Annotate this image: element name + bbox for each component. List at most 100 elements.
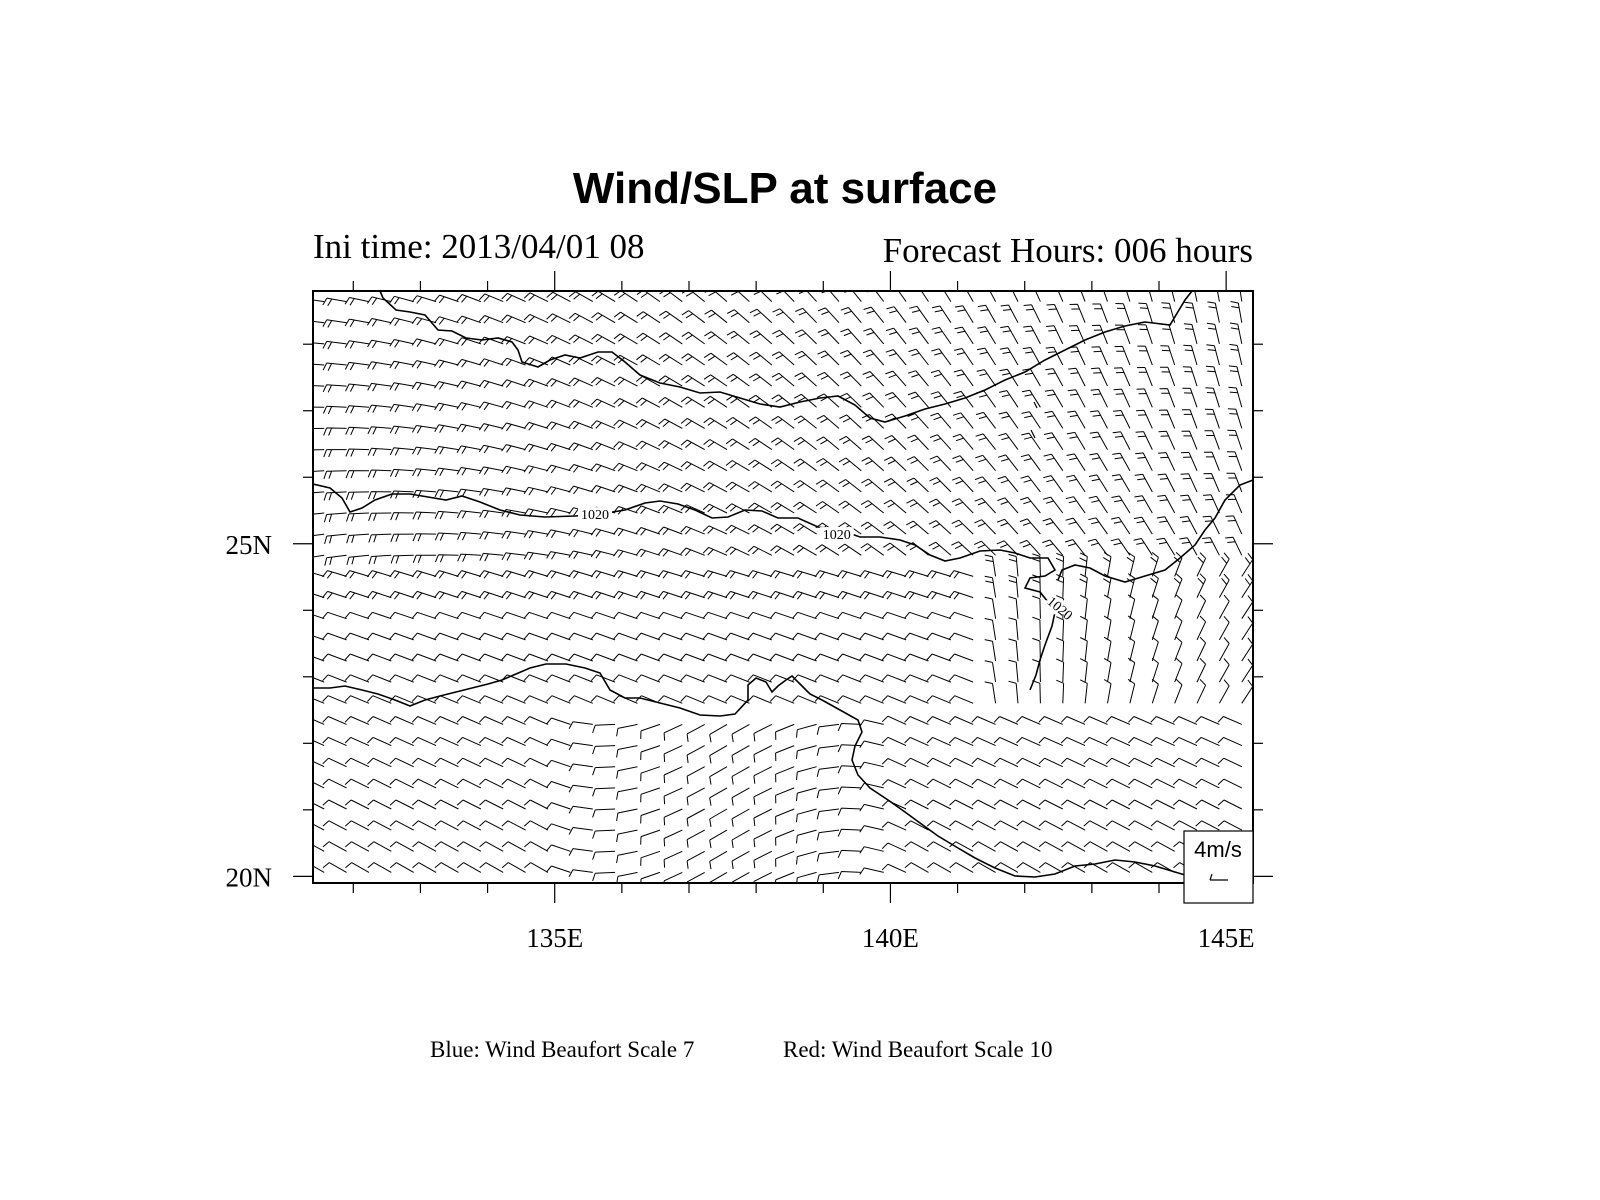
wind-barb	[1172, 736, 1198, 747]
wind-barb	[501, 422, 526, 432]
wind-barb	[635, 440, 661, 451]
wind-barb	[523, 400, 549, 409]
wind-barb	[412, 511, 437, 520]
wind-barb	[1061, 820, 1086, 831]
wind-barb	[1060, 736, 1086, 747]
wind-barb	[389, 447, 414, 456]
wind-barb	[456, 841, 482, 852]
wind-barb	[881, 758, 907, 768]
wind-barb	[769, 590, 795, 600]
wind-barb	[747, 695, 772, 704]
wind-barb	[663, 787, 683, 805]
wind-barb	[434, 862, 459, 873]
wind-barb	[1202, 537, 1220, 556]
wind-barb	[367, 716, 392, 725]
wind-barb	[1127, 657, 1136, 683]
wind-barb	[344, 716, 370, 725]
wind-barb	[975, 433, 996, 450]
wind-barb	[703, 374, 728, 387]
wind-barb	[930, 391, 952, 408]
wind-barb	[1218, 615, 1230, 641]
wind-barb	[636, 354, 661, 366]
wind-barb	[324, 554, 347, 566]
wind-barb	[546, 334, 571, 345]
wind-barb	[613, 611, 638, 620]
wind-barb	[640, 766, 661, 782]
wind-barb	[389, 317, 414, 326]
wind-barb	[792, 523, 817, 535]
wind-barb	[478, 293, 504, 303]
wind-barb	[949, 778, 974, 789]
wind-barb	[546, 759, 571, 768]
wind-barb	[344, 695, 370, 704]
wind-barb	[994, 862, 1019, 873]
wind-barb	[478, 358, 504, 367]
wind-barb	[663, 850, 683, 868]
wind-barb	[997, 475, 1019, 493]
wind-barb	[1128, 862, 1153, 873]
wind-barb	[906, 499, 929, 514]
wind-barb	[546, 570, 571, 579]
wind-barb	[456, 778, 482, 789]
wind-barb	[905, 542, 929, 556]
wind-barb	[1066, 474, 1086, 493]
wind-barb	[313, 593, 325, 599]
wind-barb	[680, 674, 705, 683]
wind-barb	[814, 611, 840, 620]
wind-barb	[1218, 679, 1230, 704]
wind-barb	[590, 549, 616, 559]
wind-barb	[345, 491, 370, 500]
wind-barb	[635, 505, 661, 515]
wind-barb	[1105, 757, 1131, 768]
wind-barb	[748, 373, 773, 387]
wind-barb	[616, 766, 638, 779]
wind-barb	[951, 498, 974, 514]
wind-barb	[1045, 346, 1064, 366]
wind-barb	[926, 862, 952, 873]
wind-barb	[1229, 343, 1243, 366]
wind-barb	[971, 820, 996, 831]
wind-barb	[926, 570, 952, 579]
wind-barb	[613, 590, 638, 600]
wind-barb	[971, 862, 996, 873]
wind-barb	[816, 458, 840, 472]
wind-barb	[793, 501, 817, 514]
wind-barb	[907, 391, 929, 408]
wind-barb	[479, 552, 504, 562]
x-tick-label: 145E	[1198, 923, 1255, 953]
wind-barb	[816, 871, 840, 883]
wind-barb	[1083, 736, 1108, 747]
wind-barb	[479, 531, 504, 540]
wind-barb	[523, 653, 549, 662]
wind-barb	[989, 291, 997, 302]
wind-barb	[1066, 431, 1086, 450]
wind-barb	[434, 424, 459, 433]
wind-barb	[949, 820, 974, 831]
wind-barb	[1217, 716, 1242, 725]
wind-barb	[1196, 615, 1207, 641]
wind-barb	[953, 369, 974, 387]
wind-barb	[1151, 636, 1159, 662]
wind-barb	[1043, 432, 1064, 450]
wind-barb	[881, 863, 907, 873]
wind-barb	[769, 653, 795, 662]
wind-barb	[479, 841, 504, 852]
wind-barb	[747, 590, 772, 600]
footer-red-note: Red: Wind Beaufort Scale 10	[783, 1037, 1052, 1062]
wind-barb	[590, 463, 616, 473]
wind-barb	[840, 307, 862, 324]
wind-barb	[1225, 515, 1243, 535]
wind-barb	[523, 736, 549, 747]
wind-barb	[1218, 637, 1230, 662]
wind-barb	[749, 351, 773, 366]
wind-barb	[546, 674, 571, 683]
wind-barb	[434, 467, 459, 477]
wind-barb	[702, 503, 728, 514]
wind-barb	[1079, 637, 1088, 662]
wind-barb	[1103, 615, 1112, 640]
wind-barb	[613, 527, 638, 537]
contour-label-bg	[578, 507, 612, 522]
wind-barb	[1173, 573, 1183, 598]
wind-barb	[1088, 517, 1108, 535]
wind-barb	[616, 745, 638, 758]
